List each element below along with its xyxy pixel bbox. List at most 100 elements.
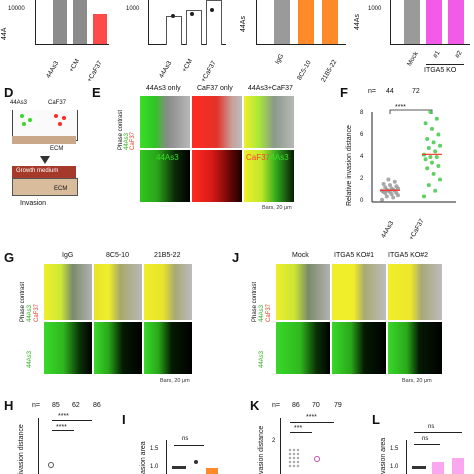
- image-e-fluor-caf37: [192, 150, 242, 202]
- ytick: 1000: [126, 6, 140, 12]
- bar: [93, 14, 107, 44]
- ytick: 8: [360, 110, 364, 116]
- bar: [274, 0, 290, 44]
- panel-label-e: E: [92, 85, 101, 100]
- scatter-point: [394, 184, 399, 189]
- image-tag-merge: 44As3: [266, 153, 289, 162]
- ns-label: ns: [428, 424, 435, 430]
- scatter-point: [426, 146, 431, 150]
- data-point: [412, 466, 426, 469]
- x-axis: [390, 44, 470, 45]
- data-cluster: [288, 448, 300, 468]
- row-label-phase-text: Phase contrast: [252, 281, 258, 322]
- scatter-point: [428, 155, 433, 159]
- row-label-phase: Phase contrast: [20, 282, 27, 322]
- significance: ****: [58, 413, 69, 420]
- n-value: 79: [334, 402, 342, 409]
- scatter-point: [392, 179, 397, 184]
- image-e-phase-merge: [244, 96, 294, 148]
- sig-bracket: [290, 422, 334, 423]
- scatter-point: [433, 149, 438, 154]
- arrow-down: [40, 156, 50, 164]
- significance: ****: [395, 104, 406, 111]
- y-axis-label-text: asion area: [140, 441, 147, 474]
- sig-bracket: [52, 420, 92, 421]
- y-axis: [406, 440, 407, 474]
- sig-bracket: [290, 432, 312, 433]
- data-point: [314, 456, 320, 462]
- panel-label-k: K: [250, 398, 260, 413]
- bar: [186, 10, 202, 45]
- scatter-point: [422, 194, 426, 199]
- n-label: n=: [272, 402, 280, 409]
- y-axis-label-text: Relative invasion distance: [346, 125, 353, 206]
- row-label-44as3-text: 44As3: [27, 304, 33, 322]
- y-axis: [280, 418, 281, 474]
- scatter-point: [423, 121, 428, 126]
- ytick: 0: [360, 198, 364, 204]
- bar: [298, 0, 314, 44]
- panel-label-g: G: [4, 250, 15, 265]
- image-g-fluor-21b5: [144, 322, 192, 374]
- ecm-label: ECM: [50, 146, 64, 152]
- x-axis: [35, 44, 109, 45]
- scatter-point: [383, 185, 388, 190]
- row-label-44as3-fluor: 44As3: [27, 351, 34, 368]
- row-label-44as3-fluor-text: 44As3: [27, 350, 33, 368]
- scatter-point: [434, 155, 439, 159]
- col-header: CaF37 only: [197, 85, 233, 92]
- row-label-caf37-text: CaF37: [34, 303, 40, 322]
- image-e-phase-caf37: [192, 96, 242, 148]
- image-g-phase-igg: [44, 264, 92, 320]
- bar-orange: [206, 468, 218, 474]
- n-value: 62: [72, 402, 80, 409]
- data-point: [210, 8, 214, 12]
- panel-label-d: D: [4, 85, 14, 100]
- panel-label-j: J: [232, 250, 240, 265]
- image-g-fluor-8c5: [94, 322, 142, 374]
- row-label-44as3: 44As3: [259, 305, 266, 322]
- y-axis-label: 44A: [1, 27, 8, 40]
- ytick: 2: [360, 176, 364, 182]
- sig-bracket: [174, 445, 204, 446]
- y-axis-label: 44As: [354, 14, 361, 30]
- xtick: IgG: [274, 52, 286, 66]
- col-header: 44As3+CaF37: [248, 85, 293, 92]
- cell-label-44as3: 44As3: [10, 100, 28, 106]
- bar: [166, 16, 182, 45]
- xtick: +CaF37: [200, 59, 218, 84]
- x-axis: [256, 44, 346, 45]
- cell-label-caf37: CaF37: [48, 100, 67, 106]
- bar: [322, 0, 338, 44]
- y-axis-label: Relative invasion distance: [346, 125, 354, 206]
- image-e-fluor-merge: CaF37 44As3: [244, 150, 294, 202]
- ecm-layer-top: [12, 136, 76, 144]
- group-bracket: [426, 64, 464, 65]
- y-axis-label-text: ivasion distance: [18, 424, 25, 474]
- y-axis-label: 44As: [240, 16, 247, 32]
- panel-d-diagram: 44As3 CaF37 ECM Growth medium ECM Invasi…: [8, 100, 80, 210]
- scatter-point: [434, 116, 439, 121]
- image-e-phase-44as3: [140, 96, 190, 148]
- image-j-phase-mock: [276, 264, 330, 320]
- row-label-44as3-fluor: 44As3: [259, 351, 266, 368]
- scatter-point: [388, 183, 392, 188]
- ns-label: ns: [182, 436, 189, 442]
- ytick: 1.5: [390, 446, 399, 452]
- scatter-point: [381, 182, 386, 186]
- row-label-caf37: CaF37: [130, 132, 137, 150]
- y-axis-label: asion area: [140, 441, 148, 474]
- y-axis-label: vasion distance: [258, 426, 266, 474]
- data-point: [171, 14, 175, 18]
- row-label-caf37: CaF37: [34, 304, 41, 322]
- points: [380, 110, 442, 202]
- scatter-point: [391, 195, 396, 200]
- panel-label-h: H: [4, 398, 14, 413]
- col-header: 8C5-10: [106, 252, 129, 259]
- ytick: 10000: [8, 6, 25, 12]
- scatter-point: [433, 188, 438, 193]
- growth-medium-label: Growth medium: [16, 168, 59, 174]
- scatter-point: [436, 164, 441, 168]
- n-value: 86: [292, 402, 300, 409]
- ytick: 1.0: [150, 464, 159, 470]
